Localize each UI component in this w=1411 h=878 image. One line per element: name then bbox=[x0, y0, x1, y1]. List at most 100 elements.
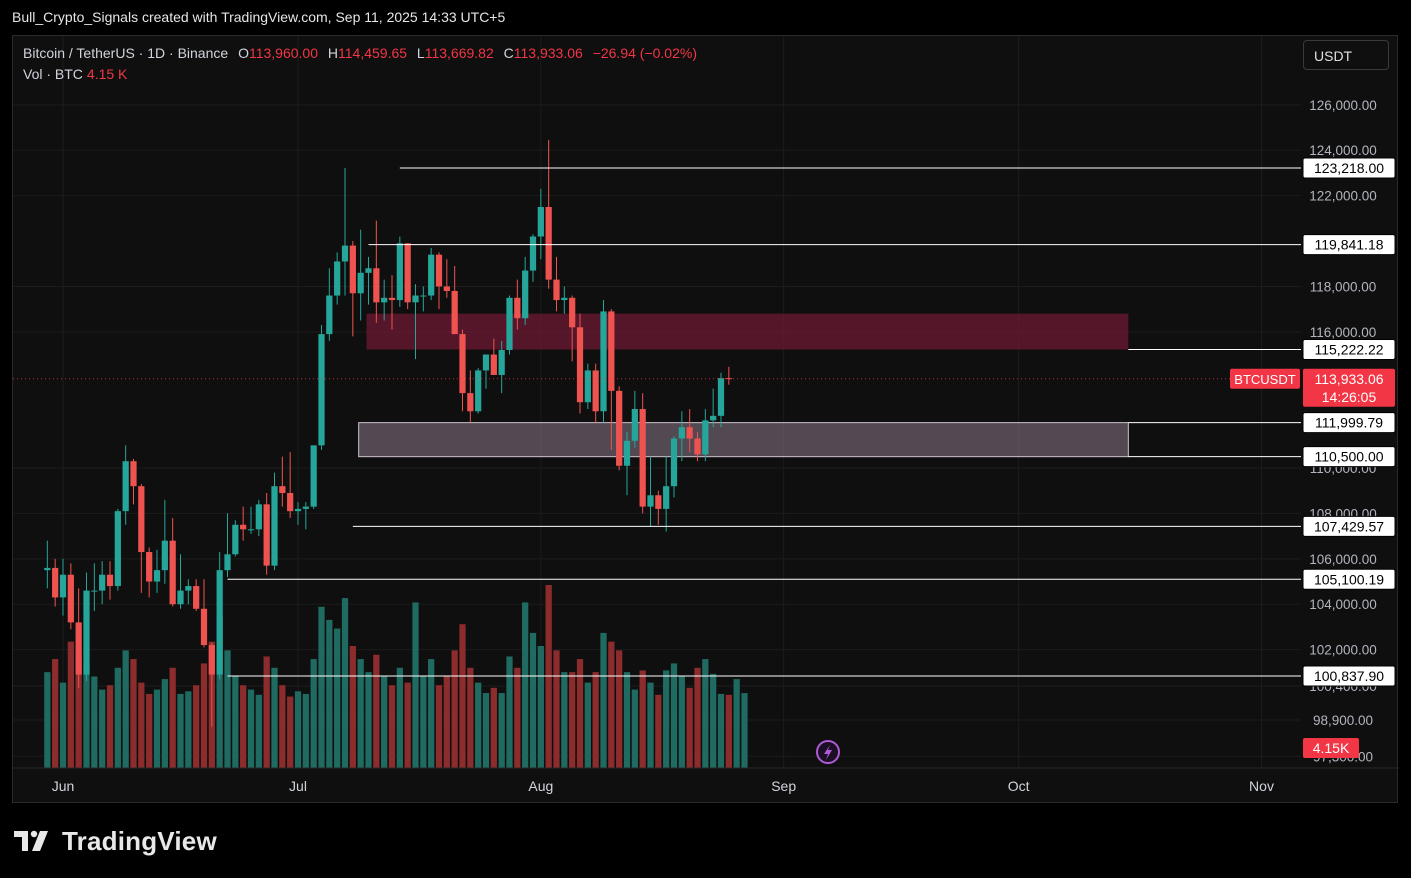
last-price-label: 113,933.06 bbox=[1314, 371, 1383, 387]
price-axis-tick-label: 116,000.00 bbox=[1310, 325, 1377, 340]
price-axis-tick-label: 104,000.00 bbox=[1309, 597, 1377, 612]
volume-bar bbox=[482, 693, 490, 768]
close-value: 113,933.06 bbox=[513, 45, 583, 61]
support-zone bbox=[358, 422, 1129, 458]
time-axis-label: Aug bbox=[528, 778, 553, 794]
level-price-box bbox=[1302, 412, 1396, 434]
candle-body bbox=[639, 409, 646, 507]
candle-body bbox=[169, 540, 176, 605]
price-chart[interactable]: 97,300.0098,900.00100,400.00102,000.0010… bbox=[13, 36, 1399, 804]
candle-body bbox=[435, 254, 443, 287]
volume-bar bbox=[616, 650, 623, 768]
volume-value: 4.15 K bbox=[86, 66, 128, 82]
volume-bar bbox=[569, 672, 576, 768]
candle-body bbox=[623, 440, 631, 466]
candle-body bbox=[326, 295, 333, 335]
volume-bar bbox=[522, 602, 529, 768]
volume-bar bbox=[514, 667, 521, 768]
candle-body bbox=[592, 370, 599, 412]
level-price-box bbox=[1302, 446, 1396, 468]
volume-bar bbox=[334, 628, 341, 768]
tradingview-logo[interactable]: TradingView bbox=[14, 826, 217, 856]
price-axis-tick-label: 106,000.00 bbox=[1309, 552, 1377, 567]
volume-bar bbox=[200, 663, 208, 768]
candle-body bbox=[294, 508, 302, 512]
volume-bar bbox=[717, 693, 725, 768]
candle-body bbox=[717, 378, 725, 416]
candle-body bbox=[67, 574, 74, 623]
candle-body bbox=[428, 254, 435, 296]
level-price-box bbox=[1302, 515, 1396, 537]
candle-body bbox=[318, 334, 325, 446]
candle-body bbox=[710, 415, 717, 421]
volume-bar bbox=[686, 687, 693, 768]
candle-body bbox=[193, 586, 200, 609]
candle-body bbox=[302, 506, 309, 509]
candle-body bbox=[271, 486, 278, 566]
volume-bar bbox=[404, 682, 411, 768]
low-label: L bbox=[416, 45, 425, 61]
volume-bar bbox=[655, 694, 662, 768]
volume-bar bbox=[529, 632, 537, 768]
currency-button[interactable]: USDT bbox=[1303, 40, 1389, 70]
candle-body bbox=[616, 390, 623, 466]
candle-body bbox=[153, 570, 161, 582]
level-price-label: 110,500.00 bbox=[1314, 449, 1383, 465]
candle-body bbox=[99, 574, 106, 591]
level-price-label: 119,841.18 bbox=[1314, 237, 1383, 253]
candle-body bbox=[490, 354, 497, 375]
volume-bar bbox=[710, 673, 717, 768]
candle-body bbox=[670, 438, 678, 487]
candle-body bbox=[529, 236, 537, 271]
volume-bar bbox=[623, 672, 631, 768]
volume-bar bbox=[349, 646, 356, 768]
volume-bar bbox=[138, 682, 145, 768]
volume-bar bbox=[459, 624, 466, 768]
volume-bar bbox=[553, 650, 560, 768]
volume-bar bbox=[59, 682, 67, 768]
volume-bar bbox=[608, 641, 615, 768]
candle-body bbox=[655, 495, 662, 509]
candle-body bbox=[647, 495, 654, 507]
volume-bar bbox=[302, 693, 309, 768]
volume-bar bbox=[185, 691, 192, 768]
candle-body bbox=[59, 574, 67, 598]
symbol-description: Bitcoin / TetherUS · 1D · Binance bbox=[23, 45, 229, 61]
volume-bar bbox=[647, 682, 654, 768]
candle-body bbox=[263, 504, 270, 566]
candle-body bbox=[138, 486, 145, 553]
last-price-box bbox=[1303, 368, 1395, 407]
candle-body bbox=[537, 206, 544, 237]
candle-body bbox=[388, 297, 396, 301]
volume-bar bbox=[294, 691, 302, 768]
volume-bar bbox=[357, 659, 364, 768]
candle-body bbox=[208, 645, 215, 675]
volume-bar bbox=[592, 672, 599, 768]
volume-bar bbox=[106, 685, 114, 768]
plot-area bbox=[13, 36, 1301, 768]
volume-bar bbox=[381, 676, 388, 768]
candle-body bbox=[451, 290, 458, 335]
volume-bar bbox=[396, 667, 403, 768]
volume-bar bbox=[576, 659, 584, 768]
candle-body bbox=[498, 349, 505, 375]
volume-bar bbox=[146, 693, 153, 768]
volume-bar bbox=[279, 685, 286, 768]
candle-body bbox=[44, 567, 51, 571]
level-price-label: 115,222.22 bbox=[1314, 341, 1383, 357]
volume-bar bbox=[224, 650, 231, 768]
level-price-box bbox=[1302, 234, 1396, 256]
volume-bar bbox=[467, 667, 474, 768]
candle-body bbox=[122, 461, 129, 512]
chart-panel[interactable]: 97,300.0098,900.00100,400.00102,000.0010… bbox=[12, 35, 1399, 804]
candle-body bbox=[420, 295, 427, 297]
candle-body bbox=[365, 268, 372, 273]
candle-body bbox=[381, 297, 388, 303]
volume-bar bbox=[663, 670, 670, 768]
volume-bar bbox=[263, 656, 270, 768]
candle-body bbox=[255, 504, 262, 530]
low-value: 113,669.82 bbox=[424, 45, 494, 61]
volume-bar bbox=[169, 667, 176, 768]
countdown-label: 14:26:05 bbox=[1322, 389, 1377, 405]
volume-bar bbox=[388, 685, 396, 768]
